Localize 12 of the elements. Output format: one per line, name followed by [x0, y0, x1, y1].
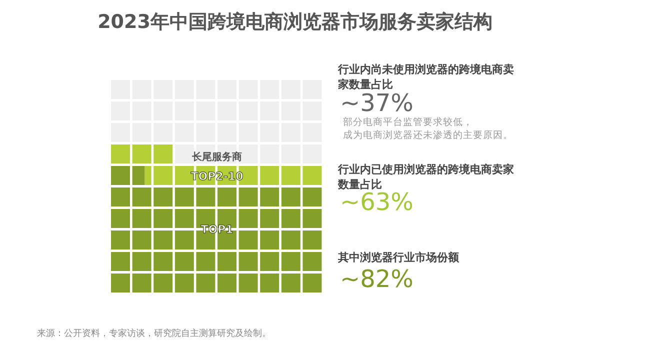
text: 行业内已使用浏览器的跨境电商卖家	[337, 163, 514, 176]
text: 数量占比	[337, 178, 382, 191]
text: 长尾服务商	[191, 151, 242, 163]
text: 家数量占比	[337, 78, 393, 91]
text: 其中浏览器行业市场份额	[337, 251, 460, 264]
data-label: ~37%	[340, 89, 414, 117]
text: 部分电商平台监管要求较低，	[343, 116, 473, 128]
data-label: ~82%	[340, 265, 414, 293]
text: 成为电商浏览器还未渗透的主要原因。	[343, 129, 513, 141]
source-note: 来源：公开资料，专家访谈，研究院自主测算研究及绘制。	[37, 328, 271, 339]
text: 2023年中国跨境电商浏览器市场服务卖家结构	[98, 11, 492, 33]
text: 行业内尚未使用浏览器的跨境电商卖	[337, 63, 514, 76]
